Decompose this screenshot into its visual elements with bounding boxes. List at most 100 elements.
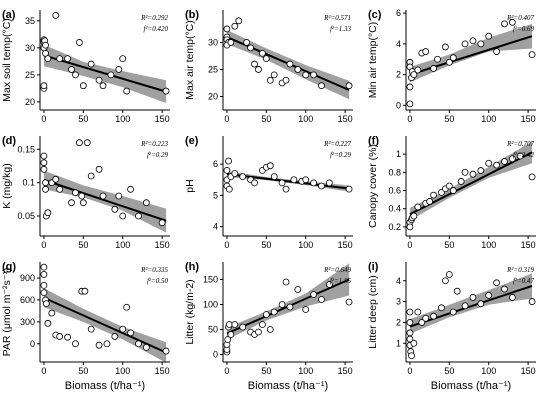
data-point: [406, 83, 414, 91]
y-tick-label: 0.8: [388, 167, 401, 177]
data-point: [270, 308, 278, 316]
data-point: [227, 39, 235, 46]
x-tick-label: 50: [261, 240, 271, 250]
data-point: [422, 48, 430, 55]
data-point: [449, 54, 457, 62]
regression-line: [409, 285, 533, 328]
data-point: [223, 166, 231, 174]
f-squared-label: f²=2.42: [513, 151, 535, 159]
data-point: [493, 48, 501, 55]
data-point: [406, 100, 414, 108]
data-point: [255, 66, 262, 73]
data-point: [410, 212, 418, 220]
panel-a: 0 50 100 150 20 25 30 35 (a)Max soil temp(°C) R²=…: [1, 9, 170, 124]
x-tick-label: 50: [261, 114, 271, 124]
x-tick-label: 0: [41, 240, 46, 250]
panel-label: (h): [185, 261, 199, 273]
x-tick-label: 150: [155, 240, 170, 250]
data-point: [258, 49, 266, 57]
data-point: [42, 185, 49, 193]
data-point: [40, 82, 48, 90]
panel-label: (e): [185, 135, 199, 147]
data-point: [430, 191, 437, 199]
data-point: [56, 55, 64, 63]
data-point: [501, 285, 508, 293]
x-tick-label: 0: [41, 366, 46, 376]
data-point: [115, 66, 123, 73]
data-point: [528, 298, 536, 305]
y-axis-label: Max air temp(°C): [184, 20, 196, 99]
data-point: [493, 161, 501, 169]
y-tick-label: 150: [203, 275, 218, 285]
r-squared-label: R²=0.223: [140, 140, 168, 148]
data-point: [40, 152, 48, 160]
data-point: [258, 321, 266, 328]
y-tick-label: 6: [213, 159, 218, 169]
data-point: [158, 219, 166, 227]
data-point: [445, 271, 453, 278]
data-point: [282, 185, 290, 193]
data-point: [68, 66, 75, 73]
f-squared-label: f²=0.29: [330, 151, 352, 159]
data-point: [270, 71, 278, 79]
panel-b: 0 50 100 150 20 25 30 (b)Max air temp(°C) R²=0.5…: [184, 9, 353, 124]
x-tick-label: 0: [224, 366, 229, 376]
data-point: [40, 289, 48, 297]
y-tick-label: 1: [396, 338, 401, 348]
data-point: [44, 55, 52, 63]
data-point: [477, 40, 485, 48]
y-tick-label: 0.1: [22, 178, 35, 188]
data-point: [294, 66, 302, 73]
data-point: [457, 178, 465, 185]
data-point: [501, 158, 508, 165]
x-tick-label: 100: [298, 240, 313, 250]
data-point: [40, 165, 48, 173]
panel-label: (i): [368, 261, 379, 273]
data-point: [142, 344, 150, 351]
data-point: [68, 199, 75, 207]
data-point: [87, 325, 95, 333]
data-point: [239, 323, 247, 331]
data-point: [426, 198, 434, 205]
x-axis-label: Biomass (t/ha⁻¹): [431, 380, 511, 392]
y-tick-label: 3: [396, 297, 401, 307]
data-point: [286, 60, 294, 68]
y-tick-label: 4: [396, 39, 401, 49]
x-tick-label: 50: [78, 366, 88, 376]
x-tick-label: 100: [298, 366, 313, 376]
r-squared-label: R²=0.707: [506, 140, 534, 148]
data-point: [142, 199, 150, 207]
x-tick-label: 50: [444, 240, 454, 250]
data-point: [81, 287, 89, 295]
panel-label: (d): [2, 135, 16, 147]
y-tick-label: 900: [20, 273, 35, 283]
data-point: [64, 333, 71, 341]
data-point: [345, 185, 353, 193]
data-point: [461, 168, 469, 176]
x-tick-label: 100: [115, 114, 130, 124]
y-tick-label: 0.15: [17, 144, 35, 154]
data-point: [95, 76, 103, 84]
y-tick-label: 1: [396, 149, 401, 159]
data-point: [243, 39, 251, 46]
data-point: [290, 176, 298, 184]
data-point: [75, 39, 83, 46]
data-point: [111, 333, 119, 340]
f-squared-label: f²=0.50: [147, 277, 169, 285]
data-point: [123, 87, 131, 95]
y-axis-label: Canopy cover (%): [367, 144, 379, 228]
data-point: [42, 300, 50, 308]
data-point: [87, 172, 95, 180]
data-point: [266, 326, 274, 333]
x-tick-label: 150: [521, 240, 536, 250]
x-tick-label: 100: [481, 240, 496, 250]
panel-label: (f): [368, 135, 379, 147]
r-squared-label: R²=0.407: [506, 14, 534, 22]
f-squared-label: f²=0.69: [513, 25, 535, 33]
data-point: [223, 25, 231, 33]
y-axis-label: K (mg/kg): [1, 163, 13, 209]
y-tick-label: 25: [208, 64, 218, 74]
data-point: [95, 341, 103, 349]
y-tick-label: 4: [396, 276, 401, 286]
data-point: [107, 71, 115, 79]
